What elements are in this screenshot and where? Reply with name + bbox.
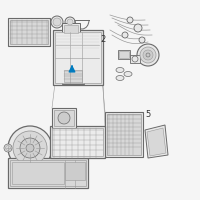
Bar [107, 114, 141, 155]
Circle shape [137, 44, 159, 66]
Circle shape [8, 126, 52, 170]
Bar [50, 126, 105, 158]
Bar [10, 160, 86, 186]
Bar [64, 70, 82, 82]
Bar [118, 50, 130, 59]
Bar [54, 110, 74, 126]
Circle shape [58, 112, 70, 124]
Circle shape [65, 17, 75, 27]
Circle shape [67, 19, 73, 25]
Bar [12, 162, 64, 184]
Circle shape [6, 146, 10, 150]
Circle shape [132, 56, 138, 62]
Circle shape [122, 32, 128, 38]
Bar [8, 18, 50, 46]
Bar [130, 55, 140, 63]
Circle shape [139, 37, 145, 43]
Bar [55, 32, 101, 83]
Circle shape [53, 18, 61, 26]
Circle shape [20, 138, 40, 158]
Circle shape [127, 17, 133, 23]
Bar [62, 68, 84, 84]
Polygon shape [147, 128, 166, 156]
Circle shape [134, 24, 142, 32]
Circle shape [26, 144, 34, 152]
Ellipse shape [124, 72, 132, 76]
Circle shape [4, 144, 12, 152]
Bar [105, 112, 143, 157]
Circle shape [140, 47, 156, 63]
Bar [119, 51, 129, 58]
Ellipse shape [116, 75, 124, 80]
Bar [53, 30, 103, 85]
Bar [64, 25, 78, 33]
Ellipse shape [116, 68, 124, 72]
Text: 2: 2 [100, 35, 105, 44]
Bar [62, 23, 80, 35]
Bar [8, 158, 88, 188]
Bar [65, 162, 85, 180]
Bar [52, 108, 76, 128]
Polygon shape [145, 125, 168, 158]
Circle shape [51, 16, 63, 28]
Bar [52, 128, 103, 156]
Text: 5: 5 [145, 110, 150, 119]
Circle shape [143, 50, 153, 60]
Bar [10, 20, 48, 44]
Circle shape [146, 53, 150, 57]
Circle shape [13, 131, 47, 165]
